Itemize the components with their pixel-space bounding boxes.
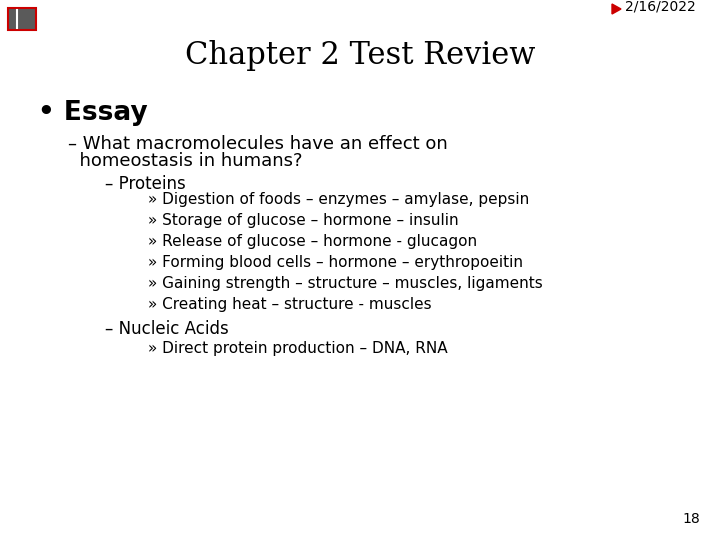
Text: Chapter 2 Test Review: Chapter 2 Test Review — [185, 40, 535, 71]
Text: 2/16/2022: 2/16/2022 — [625, 0, 696, 14]
Text: homeostasis in humans?: homeostasis in humans? — [68, 152, 302, 170]
Text: » Digestion of foods – enzymes – amylase, pepsin: » Digestion of foods – enzymes – amylase… — [148, 192, 529, 207]
Text: – Nucleic Acids: – Nucleic Acids — [105, 320, 229, 338]
Text: » Direct protein production – DNA, RNA: » Direct protein production – DNA, RNA — [148, 341, 448, 356]
Text: » Release of glucose – hormone - glucagon: » Release of glucose – hormone - glucago… — [148, 234, 477, 249]
Text: » Storage of glucose – hormone – insulin: » Storage of glucose – hormone – insulin — [148, 213, 459, 228]
Text: 18: 18 — [683, 512, 700, 526]
Text: » Forming blood cells – hormone – erythropoeitin: » Forming blood cells – hormone – erythr… — [148, 255, 523, 270]
Text: » Gaining strength – structure – muscles, ligaments: » Gaining strength – structure – muscles… — [148, 276, 543, 291]
Polygon shape — [612, 4, 621, 14]
Text: • Essay: • Essay — [38, 100, 148, 126]
Text: – What macromolecules have an effect on: – What macromolecules have an effect on — [68, 135, 448, 153]
FancyBboxPatch shape — [8, 8, 36, 30]
Text: » Creating heat – structure - muscles: » Creating heat – structure - muscles — [148, 297, 431, 312]
Text: – Proteins: – Proteins — [105, 175, 186, 193]
